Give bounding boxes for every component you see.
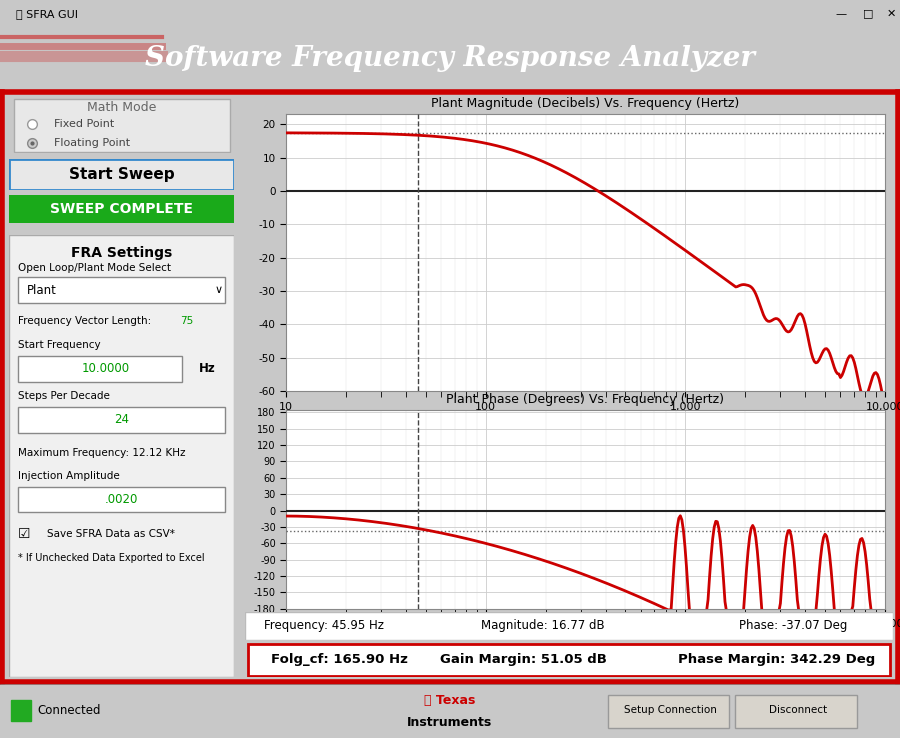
FancyBboxPatch shape [9, 195, 234, 223]
FancyBboxPatch shape [735, 695, 857, 728]
Text: □: □ [863, 9, 874, 18]
FancyBboxPatch shape [18, 277, 225, 303]
FancyBboxPatch shape [18, 356, 182, 382]
Text: * If Unchecked Data Exported to Excel: * If Unchecked Data Exported to Excel [18, 553, 204, 563]
Text: Floating Point: Floating Point [54, 138, 130, 148]
Text: SWEEP COMPLETE: SWEEP COMPLETE [50, 202, 193, 215]
Text: Instruments: Instruments [408, 716, 492, 729]
Text: ☑: ☑ [18, 527, 31, 540]
Text: Disconnect: Disconnect [770, 706, 827, 715]
Text: Open Loop/Plant Mode Select: Open Loop/Plant Mode Select [18, 263, 171, 273]
FancyBboxPatch shape [248, 644, 889, 676]
Title: Plant Magnitude (Decibels) Vs. Frequency (Hertz): Plant Magnitude (Decibels) Vs. Frequency… [431, 97, 740, 111]
Text: ✕: ✕ [886, 9, 896, 18]
Text: 10.0000: 10.0000 [82, 362, 130, 376]
Text: Magnitude: 16.77 dB: Magnitude: 16.77 dB [482, 619, 605, 632]
Text: ∨: ∨ [214, 285, 222, 295]
Text: Start Sweep: Start Sweep [68, 167, 175, 182]
FancyBboxPatch shape [608, 695, 729, 728]
Text: Setup Connection: Setup Connection [624, 706, 717, 715]
Text: Frequency: 45.95 Hz: Frequency: 45.95 Hz [265, 619, 384, 632]
Text: Plant: Plant [27, 283, 57, 297]
Text: Phase Margin: 342.29 Deg: Phase Margin: 342.29 Deg [678, 653, 875, 666]
Text: Start Frequency: Start Frequency [18, 340, 101, 351]
Text: 🔺 Texas: 🔺 Texas [424, 694, 476, 707]
Text: Phase: -37.07 Deg: Phase: -37.07 Deg [739, 619, 848, 632]
Text: 🖥 SFRA GUI: 🖥 SFRA GUI [16, 9, 78, 18]
Text: 75: 75 [180, 316, 194, 326]
FancyBboxPatch shape [18, 407, 225, 432]
Text: .0020: .0020 [104, 493, 139, 506]
Text: Math Mode: Math Mode [86, 101, 157, 114]
Text: Frequency Vector Length:: Frequency Vector Length: [18, 316, 158, 326]
Text: Save SFRA Data as CSV*: Save SFRA Data as CSV* [47, 528, 176, 539]
Text: Connected: Connected [38, 704, 102, 717]
Text: Gain Margin: 51.05 dB: Gain Margin: 51.05 dB [440, 653, 607, 666]
Text: Maximum Frequency: 12.12 KHz: Maximum Frequency: 12.12 KHz [18, 447, 185, 458]
Text: Folg_cf: 165.90 Hz: Folg_cf: 165.90 Hz [271, 653, 408, 666]
Text: Steps Per Decade: Steps Per Decade [18, 391, 110, 401]
Text: FRA Settings: FRA Settings [71, 246, 172, 260]
Text: Fixed Point: Fixed Point [54, 119, 114, 129]
FancyBboxPatch shape [9, 159, 234, 190]
FancyBboxPatch shape [18, 486, 225, 512]
FancyBboxPatch shape [245, 612, 893, 640]
Text: Injection Amplitude: Injection Amplitude [18, 471, 120, 481]
FancyBboxPatch shape [14, 99, 230, 152]
FancyBboxPatch shape [9, 235, 234, 677]
Text: Hz: Hz [199, 362, 215, 376]
Text: 24: 24 [114, 413, 129, 427]
Text: —: — [836, 9, 847, 18]
Title: Plant Phase (Degrees) Vs. Frequency (Hertz): Plant Phase (Degrees) Vs. Frequency (Her… [446, 393, 724, 406]
Text: Software Frequency Response Analyzer: Software Frequency Response Analyzer [145, 45, 755, 72]
Bar [11, 700, 31, 722]
